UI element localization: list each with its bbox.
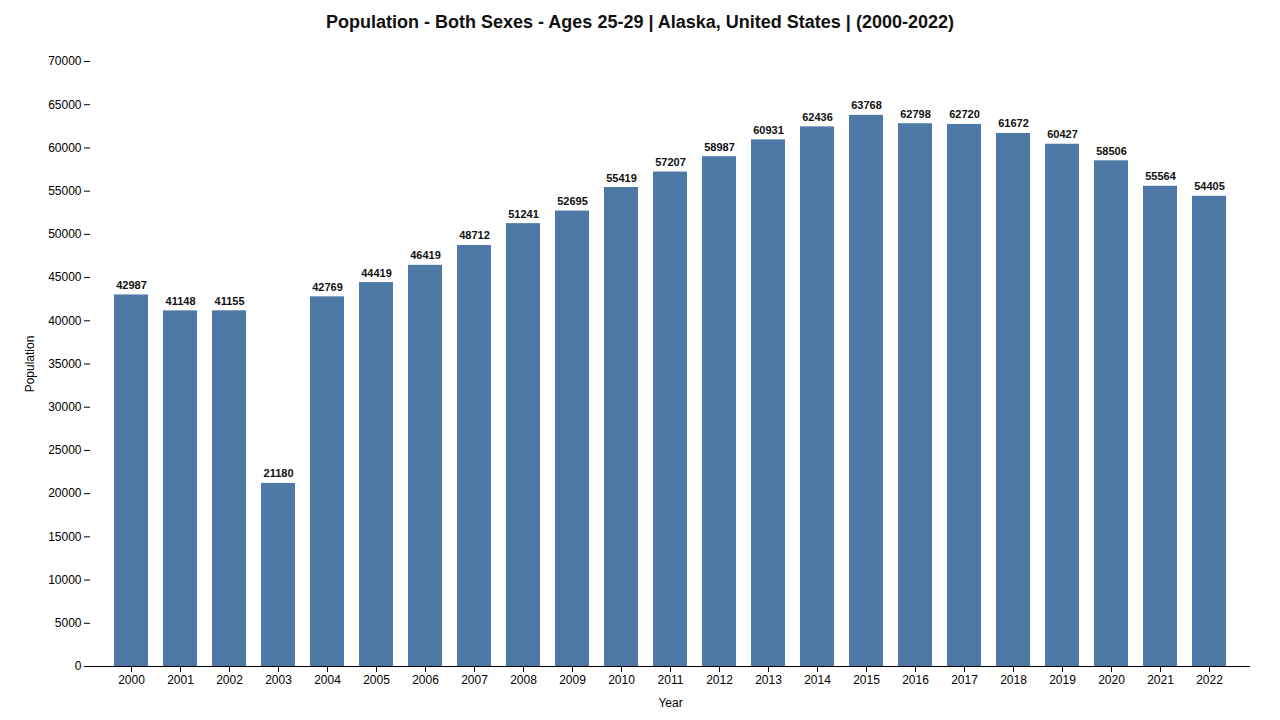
svg-text:44419: 44419 [361,267,392,279]
svg-text:21180: 21180 [264,467,294,479]
svg-text:5000: 5000 [55,616,82,630]
svg-text:62798: 62798 [900,108,931,120]
svg-text:61672: 61672 [998,117,1029,129]
svg-text:2019: 2019 [1049,673,1076,687]
svg-text:Population: Population [23,336,37,393]
svg-text:58987: 58987 [704,141,735,153]
svg-text:20000: 20000 [48,486,82,500]
svg-text:41148: 41148 [166,295,196,307]
svg-text:2009: 2009 [559,673,586,687]
svg-text:62436: 62436 [802,111,833,123]
svg-text:2010: 2010 [608,673,635,687]
svg-text:10000: 10000 [48,573,82,587]
svg-text:2014: 2014 [804,673,831,687]
svg-text:2006: 2006 [412,673,439,687]
svg-text:60931: 60931 [753,124,784,136]
svg-text:60427: 60427 [1047,128,1078,140]
svg-text:35000: 35000 [48,357,82,371]
svg-text:2021: 2021 [1147,673,1174,687]
svg-text:2008: 2008 [510,673,537,687]
svg-text:42987: 42987 [116,279,147,291]
svg-text:0: 0 [75,659,82,673]
svg-text:60000: 60000 [48,141,82,155]
svg-text:25000: 25000 [48,443,82,457]
svg-text:48712: 48712 [459,229,490,241]
svg-text:2003: 2003 [265,673,292,687]
svg-text:55419: 55419 [606,172,637,184]
svg-text:2011: 2011 [658,673,684,687]
svg-text:45000: 45000 [48,270,82,284]
svg-text:2007: 2007 [461,673,488,687]
svg-text:55564: 55564 [1145,170,1176,182]
svg-text:2000: 2000 [118,673,145,687]
svg-text:42769: 42769 [312,281,343,293]
svg-text:51241: 51241 [508,208,539,220]
svg-text:62720: 62720 [949,108,980,120]
svg-text:2020: 2020 [1098,673,1125,687]
svg-text:2005: 2005 [363,673,390,687]
svg-text:50000: 50000 [48,227,82,241]
svg-text:2015: 2015 [853,673,880,687]
html-text:Population - Both Sexes - Ages: Population - Both Sexes - Ages 25-29 | A… [326,12,954,32]
svg-text:41155: 41155 [215,295,245,307]
svg-text:55000: 55000 [48,184,82,198]
svg-text:2013: 2013 [755,673,782,687]
svg-text:2018: 2018 [1000,673,1027,687]
svg-text:70000: 70000 [48,54,82,68]
svg-text:57207: 57207 [655,156,686,168]
svg-text:40000: 40000 [48,314,82,328]
svg-text:2016: 2016 [902,673,929,687]
svg-text:63768: 63768 [851,99,882,111]
svg-text:2004: 2004 [314,673,341,687]
svg-text:2012: 2012 [706,673,733,687]
svg-text:2001: 2001 [167,673,194,687]
svg-text:15000: 15000 [48,530,82,544]
svg-text:30000: 30000 [48,400,82,414]
svg-text:2022: 2022 [1196,673,1223,687]
svg-text:2002: 2002 [216,673,243,687]
svg-text:52695: 52695 [557,195,588,207]
svg-text:58506: 58506 [1096,145,1127,157]
svg-text:2017: 2017 [951,673,978,687]
svg-text:Year: Year [658,696,682,710]
svg-text:65000: 65000 [48,98,82,112]
svg-text:54405: 54405 [1194,180,1225,192]
svg-text:46419: 46419 [410,249,441,261]
